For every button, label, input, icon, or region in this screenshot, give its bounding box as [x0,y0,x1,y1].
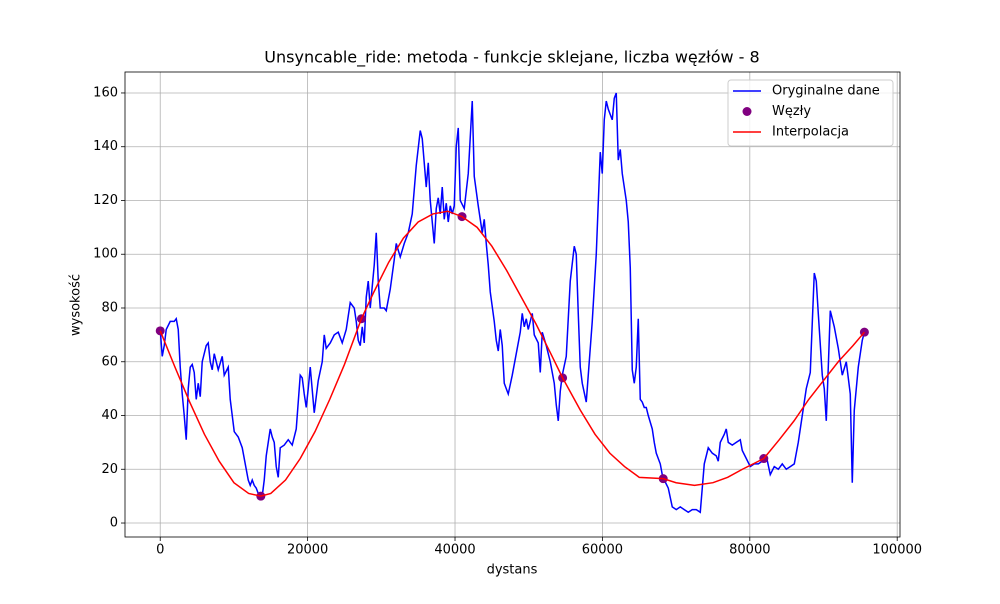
x-axis-label: dystans [487,563,538,578]
y-tick-label: 80 [101,300,118,315]
y-tick-label: 60 [101,354,118,369]
y-tick-label: 20 [101,462,118,477]
data-line [159,210,865,497]
plot-frame [124,71,901,538]
x-tick-label: 80000 [729,543,770,558]
y-tick-label: 140 [93,139,118,154]
legend-label: Interpolacja [772,125,849,140]
y-axis-label: wysokość [69,274,84,336]
y-tick-label: 160 [93,85,118,100]
legend-marker [742,107,752,116]
y-tick-label: 0 [110,516,118,531]
data-line [159,92,866,514]
y-tick-label: 40 [101,408,118,423]
y-tick-label: 100 [93,247,118,262]
x-tick-label: 20000 [287,543,328,558]
x-tick-label: 40000 [434,543,475,558]
x-tick-label: 60000 [582,543,623,558]
x-tick-label: 0 [156,543,164,558]
y-tick-label: 120 [93,193,118,208]
legend-box [727,79,894,147]
chart-title: Unsyncable_ride: metoda - funkcje skleja… [264,48,759,68]
x-tick-label: 100000 [872,543,922,558]
legend: Oryginalne dane Węzły Interpolacja [727,79,894,147]
legend-label: Węzły [772,104,811,119]
legend-label: Oryginalne dane [772,84,880,99]
